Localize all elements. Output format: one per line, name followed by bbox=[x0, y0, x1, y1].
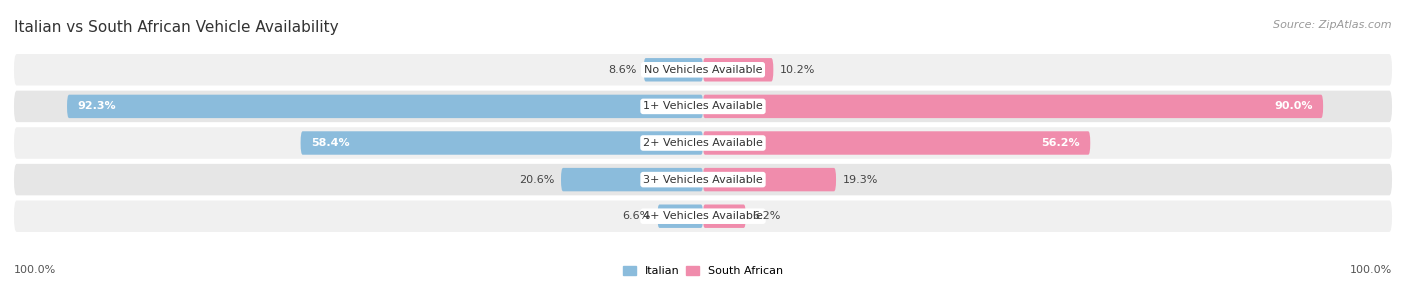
FancyBboxPatch shape bbox=[14, 54, 1392, 86]
FancyBboxPatch shape bbox=[703, 95, 1323, 118]
FancyBboxPatch shape bbox=[301, 131, 703, 155]
Text: 58.4%: 58.4% bbox=[311, 138, 350, 148]
Text: 90.0%: 90.0% bbox=[1274, 102, 1313, 111]
FancyBboxPatch shape bbox=[14, 164, 1392, 195]
Text: 6.2%: 6.2% bbox=[752, 211, 780, 221]
FancyBboxPatch shape bbox=[658, 204, 703, 228]
FancyBboxPatch shape bbox=[561, 168, 703, 191]
Text: Source: ZipAtlas.com: Source: ZipAtlas.com bbox=[1274, 20, 1392, 30]
Text: 1+ Vehicles Available: 1+ Vehicles Available bbox=[643, 102, 763, 111]
Legend: Italian, South African: Italian, South African bbox=[619, 261, 787, 281]
Text: 3+ Vehicles Available: 3+ Vehicles Available bbox=[643, 175, 763, 184]
Text: 92.3%: 92.3% bbox=[77, 102, 117, 111]
Text: 56.2%: 56.2% bbox=[1042, 138, 1080, 148]
Text: 10.2%: 10.2% bbox=[780, 65, 815, 75]
FancyBboxPatch shape bbox=[703, 58, 773, 82]
FancyBboxPatch shape bbox=[67, 95, 703, 118]
Text: Italian vs South African Vehicle Availability: Italian vs South African Vehicle Availab… bbox=[14, 20, 339, 35]
FancyBboxPatch shape bbox=[703, 204, 745, 228]
Text: 20.6%: 20.6% bbox=[519, 175, 554, 184]
Text: 6.6%: 6.6% bbox=[623, 211, 651, 221]
FancyBboxPatch shape bbox=[644, 58, 703, 82]
Text: 19.3%: 19.3% bbox=[842, 175, 879, 184]
FancyBboxPatch shape bbox=[703, 168, 837, 191]
FancyBboxPatch shape bbox=[14, 91, 1392, 122]
Text: No Vehicles Available: No Vehicles Available bbox=[644, 65, 762, 75]
Text: 4+ Vehicles Available: 4+ Vehicles Available bbox=[643, 211, 763, 221]
Text: 100.0%: 100.0% bbox=[1350, 265, 1392, 275]
FancyBboxPatch shape bbox=[703, 131, 1090, 155]
FancyBboxPatch shape bbox=[14, 127, 1392, 159]
Text: 100.0%: 100.0% bbox=[14, 265, 56, 275]
FancyBboxPatch shape bbox=[14, 200, 1392, 232]
Text: 2+ Vehicles Available: 2+ Vehicles Available bbox=[643, 138, 763, 148]
Text: 8.6%: 8.6% bbox=[609, 65, 637, 75]
